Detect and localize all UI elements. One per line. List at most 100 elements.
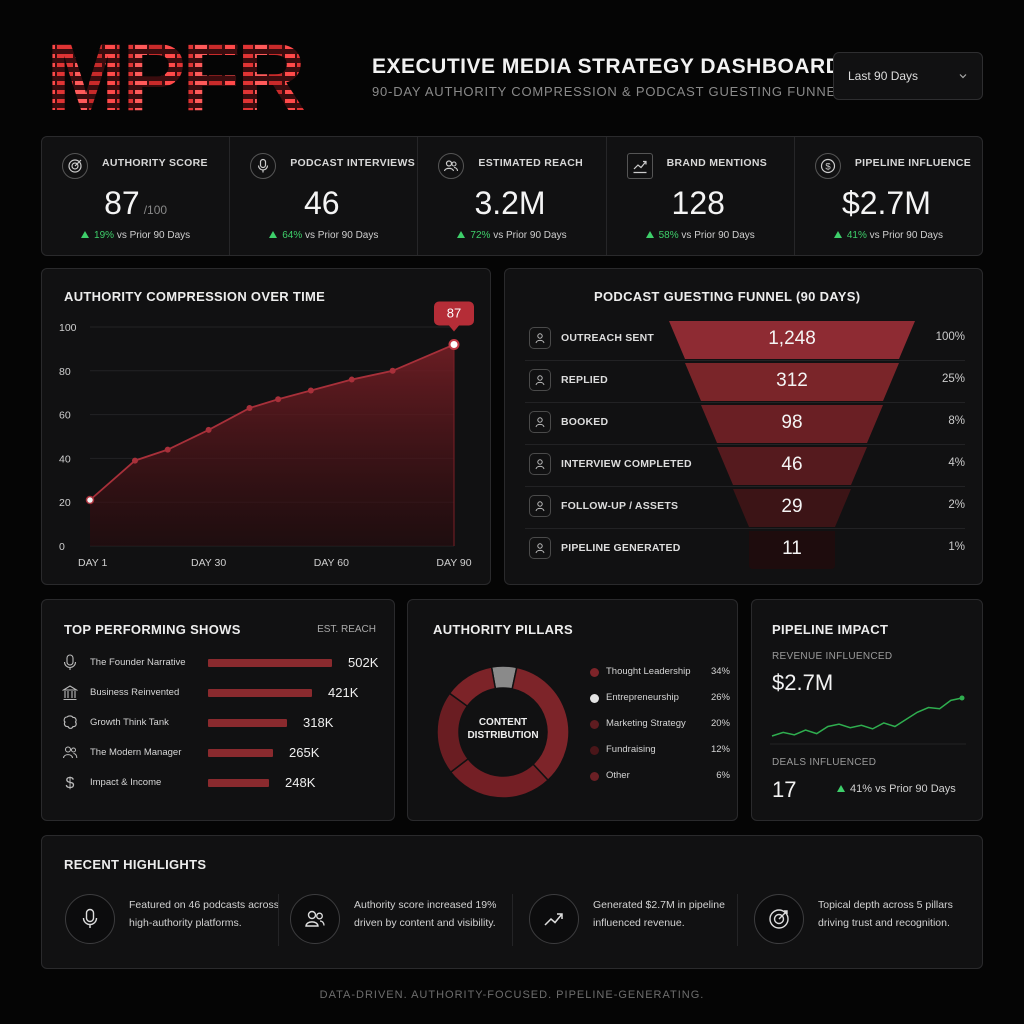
est-reach-label: EST. REACH: [317, 624, 376, 635]
reach-bar: [208, 689, 312, 697]
funnel-stage-label: PIPELINE GENERATED: [561, 542, 681, 554]
bank-icon: [62, 685, 78, 701]
funnel-stage-pct: 100%: [935, 331, 965, 343]
funnel-segment: [701, 405, 883, 443]
user-check-icon: [529, 453, 551, 475]
date-range-value: Last 90 Days: [848, 69, 919, 83]
microphone-icon: [250, 153, 277, 179]
data-point: [307, 387, 314, 394]
target-icon: [62, 153, 88, 179]
highlight-text: Featured on 46 podcasts across high-auth…: [129, 899, 280, 929]
funnel-panel: PODCAST GUESTING FUNNEL (90 DAYS) OUTREA…: [504, 268, 983, 585]
divider: [525, 528, 965, 529]
data-point: [448, 339, 460, 351]
user-icon: [529, 369, 551, 391]
reach-bar: [208, 719, 287, 727]
funnel-stage-pct: 2%: [948, 499, 965, 511]
dollar-icon: $: [66, 775, 75, 792]
funnel-stage-label: REPLIED: [561, 374, 608, 386]
show-reach: 265K: [289, 745, 320, 760]
top-shows-title: TOP PERFORMING SHOWS: [64, 622, 241, 637]
legend-pct: 26%: [710, 692, 730, 703]
top-shows-panel: TOP PERFORMING SHOWS EST. REACH The Foun…: [41, 599, 395, 821]
funnel-segment: [669, 321, 915, 359]
pipeline-impact-title: PIPELINE IMPACT: [772, 622, 889, 637]
funnel-stage-row: INTERVIEW COMPLETED 4%: [525, 444, 965, 486]
chart-title: AUTHORITY COMPRESSION OVER TIME: [64, 289, 326, 304]
trend-up-icon: [529, 894, 579, 944]
revenue-label: REVENUE INFLUENCED: [772, 651, 893, 662]
show-name: Growth Think Tank: [90, 717, 169, 728]
data-point: [246, 405, 253, 412]
y-tick-label: 20: [59, 497, 71, 509]
funnel-segment: [733, 489, 851, 527]
legend-pct: 6%: [716, 770, 730, 781]
users-icon: [438, 153, 465, 179]
funnel-stage-pct: 4%: [948, 457, 965, 469]
funnel-stage-label: OUTREACH SENT: [561, 332, 655, 344]
funnel-segment: [749, 531, 835, 569]
callout-value: 87: [447, 306, 461, 321]
legend-swatch: [590, 694, 599, 703]
highlight-item: Authority score increased 19% driven by …: [290, 894, 515, 954]
highlight-text: Topical depth across 5 pillars driving t…: [818, 899, 953, 929]
authority-chart-panel: AUTHORITY COMPRESSION OVER TIME 0 20 40 60 8…: [41, 268, 491, 585]
show-reach: 421K: [328, 685, 359, 700]
divider: [525, 402, 965, 403]
revenue-value: $2.7M: [772, 670, 834, 695]
divider: [525, 360, 965, 361]
funnel-stage-row: PIPELINE GENERATED 1%: [525, 528, 965, 570]
x-tick-label: DAY 90: [436, 557, 471, 569]
up-arrow-icon: [457, 231, 466, 238]
authority-pillars-panel: AUTHORITY PILLARS CONTENT DISTRIBUTION T…: [407, 599, 738, 821]
y-tick-label: 60: [59, 410, 71, 422]
funnel-stage-value: 98: [781, 412, 803, 433]
legend-swatch: [590, 746, 599, 755]
target-icon: [754, 894, 804, 944]
date-range-select[interactable]: Last 90 Days: [833, 52, 983, 100]
kpi-label: PODCAST INTERVIEWS: [290, 157, 416, 169]
logo-text: MPFR: [46, 34, 305, 116]
donut-segment: [449, 757, 550, 799]
trend-icon: [626, 153, 653, 179]
sparkline-end-point: [959, 695, 965, 701]
kpi-label: BRAND MENTIONS: [666, 157, 768, 169]
microphone-icon: [63, 654, 77, 670]
kpi-label: AUTHORITY SCORE: [102, 157, 208, 169]
y-tick-label: 80: [59, 366, 71, 378]
donut-segment: [448, 666, 497, 708]
funnel-segment: [685, 363, 899, 401]
footer-tagline: DATA-DRIVEN. AUTHORITY-FOCUSED. PIPELINE…: [319, 989, 705, 1001]
chart-up-icon: [529, 327, 551, 349]
page-subtitle: 90-DAY AUTHORITY COMPRESSION & PODCAST G…: [372, 84, 854, 99]
legend-pct: 34%: [710, 666, 730, 677]
divider: [525, 486, 965, 487]
divider: [512, 894, 513, 946]
kpi-value: 46: [304, 185, 340, 221]
show-row: $ Impact & Income 248K: [62, 774, 402, 796]
show-row: Growth Think Tank 318K: [62, 714, 402, 736]
data-point: [164, 446, 171, 453]
funnel-stage-value: 1,248: [768, 328, 816, 349]
data-point: [205, 426, 212, 433]
profile-icon: [529, 537, 551, 559]
highlight-item: Featured on 46 podcasts across high-auth…: [65, 894, 290, 954]
microphone-icon: [65, 894, 115, 944]
legend-item: Marketing Strategy 20%: [590, 717, 730, 735]
data-point: [131, 457, 138, 464]
revenue-sparkline: [770, 695, 966, 745]
show-name: Impact & Income: [90, 777, 162, 788]
show-reach: 248K: [285, 775, 316, 790]
legend-label: Other: [606, 770, 630, 781]
y-tick-label: 40: [59, 453, 71, 465]
legend-pct: 20%: [710, 718, 730, 729]
chevron-down-icon: [959, 74, 967, 79]
svg-text:$: $: [66, 775, 75, 792]
kpi-label: PIPELINE INFLUENCE: [854, 157, 972, 169]
legend-item: Fundraising 12%: [590, 743, 730, 761]
highlight-text: Generated $2.7M in pipeline influenced r…: [593, 899, 725, 929]
pipeline-impact-panel: PIPELINE IMPACT REVENUE INFLUENCED $2.7M…: [751, 599, 983, 821]
users-icon: [290, 894, 340, 944]
divider: [525, 444, 965, 445]
reach-bar: [208, 749, 273, 757]
